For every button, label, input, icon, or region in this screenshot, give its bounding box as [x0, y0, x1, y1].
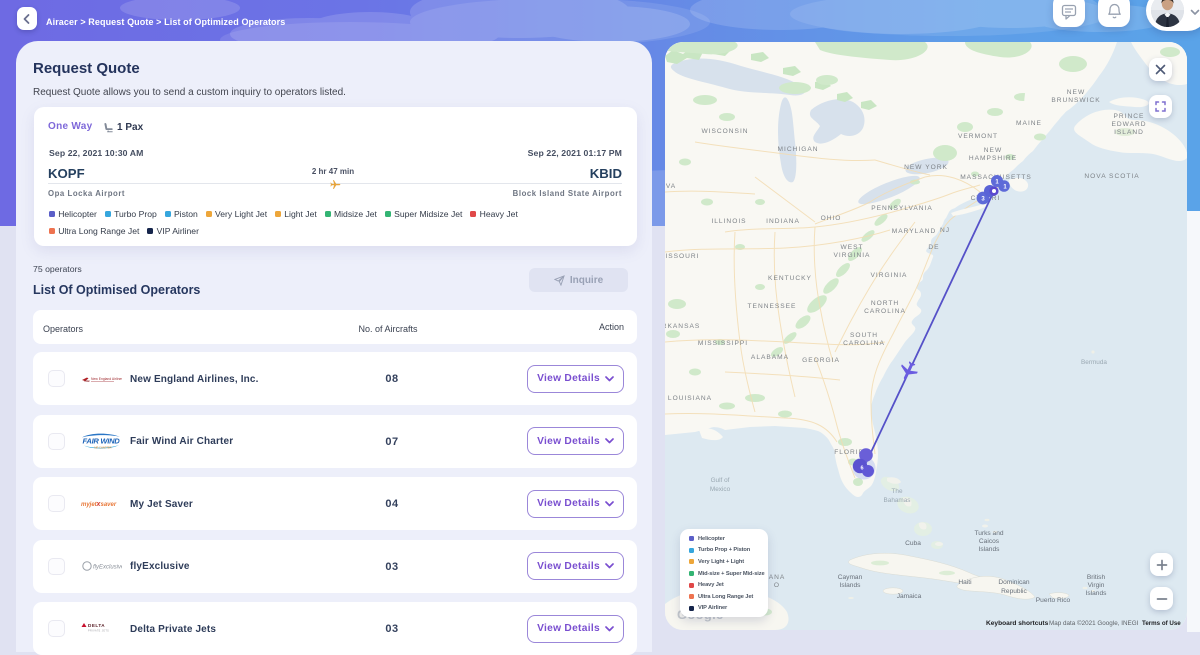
svg-text:Caicos: Caicos	[979, 538, 1000, 545]
svg-text:ALABAMA: ALABAMA	[751, 354, 789, 361]
svg-text:VIRGINIA: VIRGINIA	[834, 252, 871, 259]
svg-text:RI: RI	[992, 195, 1001, 202]
svg-text:MICHIGAN: MICHIGAN	[778, 146, 819, 153]
svg-text:flyExclusive: flyExclusive	[93, 564, 122, 570]
svg-text:NEW: NEW	[1067, 89, 1085, 96]
svg-text:Islands: Islands	[979, 546, 1001, 553]
svg-text:MARYLAND: MARYLAND	[892, 228, 937, 235]
svg-text:ILLINOIS: ILLINOIS	[711, 218, 746, 225]
svg-text:NEW: NEW	[984, 147, 1002, 154]
svg-text:Republic: Republic	[1001, 588, 1027, 595]
svg-text:CT: CT	[971, 195, 982, 202]
svg-text:FLORIDA: FLORIDA	[834, 449, 870, 456]
svg-text:PRIVATE JETS: PRIVATE JETS	[88, 630, 109, 633]
svg-text:VIRGINIA: VIRGINIA	[871, 272, 908, 279]
svg-text:KENTUCKY: KENTUCKY	[768, 275, 812, 282]
svg-text:VA: VA	[666, 183, 676, 190]
svg-text:AIR CHARTER: AIR CHARTER	[94, 445, 112, 449]
svg-text:MISSISSIPPI: MISSISSIPPI	[698, 340, 748, 347]
svg-text:LOUISIANA: LOUISIANA	[668, 395, 712, 402]
svg-text:Islands: Islands	[840, 582, 862, 589]
svg-text:Cuba: Cuba	[905, 540, 921, 547]
svg-text:British: British	[1087, 574, 1106, 581]
svg-text:Islands: Islands	[1086, 590, 1108, 597]
svg-text:WISCONSIN: WISCONSIN	[701, 128, 748, 135]
svg-text:DELTA: DELTA	[88, 623, 105, 628]
svg-text:SOUTH: SOUTH	[850, 332, 878, 339]
svg-text:ANA: ANA	[769, 574, 786, 581]
svg-text:Turks and: Turks and	[974, 530, 1003, 537]
svg-text:PENNSYLVANIA: PENNSYLVANIA	[871, 205, 933, 212]
svg-text:PRINCE: PRINCE	[1114, 113, 1145, 120]
svg-text:x: x	[96, 501, 102, 508]
svg-text:1: 1	[995, 180, 999, 186]
svg-text:FAIR WIND: FAIR WIND	[83, 436, 121, 445]
svg-text:Gulf of: Gulf of	[711, 477, 730, 484]
svg-text:Jamaica: Jamaica	[897, 593, 922, 600]
svg-text:TENNESSEE: TENNESSEE	[748, 303, 797, 310]
svg-text:MAINE: MAINE	[1016, 120, 1042, 127]
svg-text:Puerto Rico: Puerto Rico	[1036, 597, 1071, 604]
svg-text:6: 6	[860, 466, 863, 472]
svg-text:BRUNSWICK: BRUNSWICK	[1051, 97, 1100, 104]
svg-text:OHIO: OHIO	[821, 215, 842, 222]
svg-text:myjet: myjet	[81, 502, 98, 508]
svg-text:Virgin: Virgin	[1088, 582, 1105, 589]
svg-text:Dominican: Dominican	[998, 579, 1029, 586]
svg-text:GEORGIA: GEORGIA	[802, 357, 840, 364]
svg-text:saver: saver	[101, 502, 117, 508]
svg-text:NORTH: NORTH	[871, 300, 899, 307]
svg-text:INDIANA: INDIANA	[766, 218, 800, 225]
svg-text:RKANSAS: RKANSAS	[665, 323, 700, 330]
svg-text:WEST: WEST	[840, 244, 863, 251]
svg-text:The: The	[891, 488, 902, 495]
svg-text:NOVA SCOTIA: NOVA SCOTIA	[1084, 173, 1139, 180]
svg-text:IISSOURI: IISSOURI	[665, 253, 699, 260]
svg-text:ISLAND: ISLAND	[1114, 129, 1144, 136]
svg-text:NJ: NJ	[940, 227, 950, 234]
svg-text:CAROLINA: CAROLINA	[864, 308, 906, 315]
svg-text:Mexico: Mexico	[710, 486, 731, 493]
svg-text:Bahamas: Bahamas	[884, 497, 911, 504]
svg-text:DE: DE	[928, 244, 939, 251]
svg-text:O: O	[774, 582, 780, 589]
svg-text:Cayman: Cayman	[838, 574, 863, 581]
svg-text:New England Airlines: New England Airlines	[91, 377, 122, 381]
svg-text:CAROLINA: CAROLINA	[843, 340, 885, 347]
svg-text:Bermuda: Bermuda	[1081, 359, 1107, 366]
svg-text:3: 3	[981, 197, 985, 203]
svg-text:Haiti: Haiti	[958, 579, 972, 586]
svg-text:VERMONT: VERMONT	[958, 133, 998, 140]
svg-text:NEW YORK: NEW YORK	[904, 164, 948, 171]
svg-text:HAMPSHIRE: HAMPSHIRE	[969, 155, 1017, 162]
svg-text:EDWARD: EDWARD	[1111, 121, 1146, 128]
svg-text:1: 1	[1003, 185, 1007, 191]
